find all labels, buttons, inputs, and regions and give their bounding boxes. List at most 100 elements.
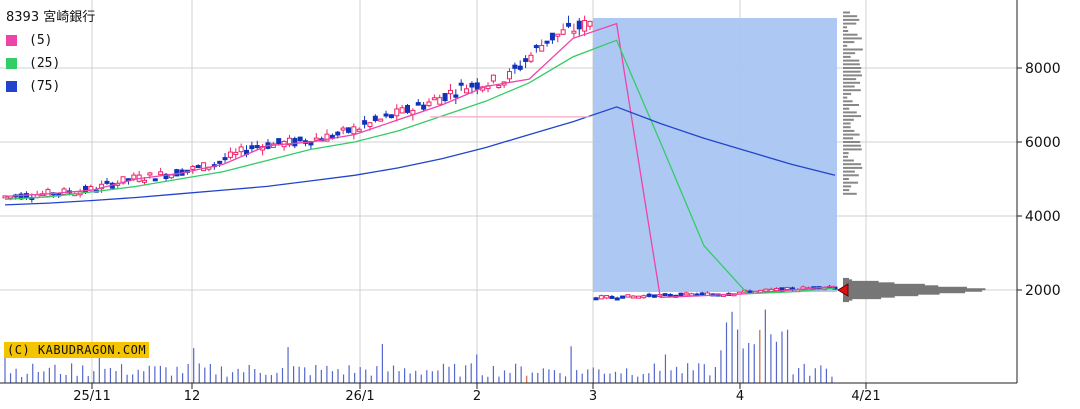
last-price-triangle: [837, 283, 849, 297]
profile-bar-upper: [843, 67, 862, 69]
profile-bar-lower: [843, 289, 983, 292]
profile-bar-upper: [843, 126, 851, 129]
candle-body-a-92: [496, 85, 502, 89]
candle-body-a-95: [512, 64, 518, 69]
candle-body-a-53: [286, 137, 292, 146]
legend-label-ma25: (25): [29, 56, 61, 71]
candle-body-b-36: [784, 286, 790, 290]
candle-body-b-5: [620, 295, 626, 299]
candle-body-a-67: [362, 120, 368, 125]
candle-body-a-27: [147, 172, 153, 176]
candle-body-b-20: [699, 292, 705, 296]
candle-body-a-46: [249, 145, 255, 150]
profile-bar-upper: [843, 48, 863, 51]
legend-title: 8393 宮崎銀行: [6, 10, 96, 25]
candle-body-a-37: [201, 162, 207, 172]
candle-body-b-13: [662, 293, 668, 297]
candle-body-a-84: [453, 94, 459, 98]
candle-body-a-64: [345, 127, 351, 133]
profile-bar-upper: [843, 33, 858, 36]
candle-body-b-32: [763, 288, 769, 292]
profile-bar-upper: [843, 170, 855, 173]
profile-bar-lower: [843, 277, 849, 280]
candle-body-a-75: [405, 105, 411, 113]
profile-bar-upper: [843, 81, 861, 84]
candle-body-a-107: [576, 20, 582, 30]
candle-body-a-101: [544, 40, 550, 44]
profile-bar-upper: [843, 15, 858, 18]
candle-body-a-31: [168, 174, 174, 179]
candle-body-a-77: [415, 102, 421, 106]
profile-bar-lower: [843, 286, 967, 289]
profile-bar-upper: [843, 89, 861, 92]
candle-body-a-66: [356, 128, 362, 132]
candle-body-a-78: [421, 104, 427, 110]
candle-body-b-6: [625, 294, 631, 298]
legend-item-ma25: (25): [6, 52, 95, 75]
x-tick-label-4: 3: [589, 389, 597, 404]
profile-bar-upper: [843, 92, 852, 95]
profile-bar-upper: [843, 122, 851, 125]
x-tick-label-5: 4: [736, 389, 744, 404]
candle-body-a-24: [131, 174, 137, 180]
x-tick-label-3: 2: [473, 389, 481, 404]
profile-bar-upper: [843, 144, 861, 147]
profile-bar-upper: [843, 155, 849, 158]
legend-label-ma75: (75): [29, 79, 61, 94]
profile-bar-lower: [843, 288, 986, 291]
candle-body-a-19: [104, 180, 110, 184]
candle-body-a-87: [469, 82, 475, 88]
profile-bar-upper: [843, 100, 853, 103]
candle-body-a-80: [431, 97, 437, 101]
candle-body-a-73: [394, 108, 400, 117]
candle-body-a-60: [324, 133, 330, 142]
candle-body-a-51: [276, 138, 282, 145]
candle-body-a-96: [517, 65, 523, 70]
candle-body-a-28: [152, 178, 158, 182]
candle-body-a-47: [254, 145, 260, 149]
profile-bar-upper: [843, 118, 854, 121]
profile-bar-upper: [843, 192, 857, 195]
x-tick-label-0: 25/11: [73, 389, 110, 404]
profile-bar-upper: [843, 104, 860, 106]
candle-body-a-68: [367, 122, 373, 127]
candle-body-a-62: [335, 131, 341, 136]
candle-body-b-11: [651, 294, 657, 298]
profile-bar-upper: [843, 137, 854, 140]
profile-bar-upper: [843, 85, 855, 88]
candlestick-series: [2, 15, 838, 301]
candle-body-a-83: [447, 89, 453, 95]
profile-bar-upper: [843, 18, 860, 21]
candle-body-a-72: [388, 114, 394, 119]
candle-body-a-65: [351, 126, 357, 135]
volume-bars: [4, 309, 833, 383]
profile-bar-upper: [843, 148, 862, 151]
candle-body-a-88: [474, 82, 480, 90]
candle-body-a-71: [383, 113, 389, 117]
candle-body-b-9: [641, 295, 647, 299]
ma-line-1: [4, 39, 836, 295]
profile-bar-lower: [843, 285, 939, 288]
profile-bar-upper: [843, 41, 855, 44]
profile-bar-upper: [843, 107, 850, 110]
candle-body-a-42: [227, 151, 233, 158]
profile-bar-lower: [843, 279, 853, 282]
ma-line-0: [4, 22, 836, 299]
candle-body-a-35: [190, 166, 196, 170]
candle-body-a-36: [195, 165, 201, 169]
candle-body-a-15: [83, 185, 89, 193]
candle-body-a-74: [399, 107, 405, 114]
volume-profile: [843, 11, 986, 303]
candle-body-a-91: [490, 74, 496, 82]
candle-body-a-44: [238, 146, 244, 153]
profile-bar-upper: [843, 55, 851, 58]
profile-bar-lower: [843, 292, 940, 295]
candle-body-a-109: [587, 20, 593, 27]
x-tick-label-1: 12: [184, 389, 201, 404]
ma-line-2: [4, 106, 836, 206]
candle-body-b-34: [774, 288, 780, 292]
copyright-label: (C) KABUDRAGON.COM: [4, 342, 150, 358]
candle-body-a-43: [233, 151, 239, 156]
candle-body-a-58: [313, 137, 319, 141]
